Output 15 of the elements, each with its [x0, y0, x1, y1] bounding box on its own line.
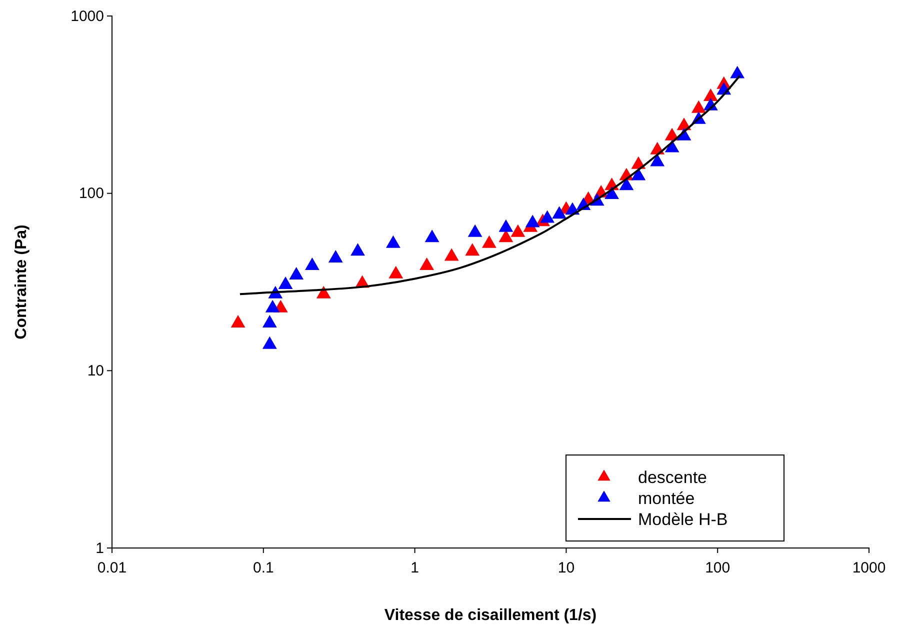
legend-label: descente — [638, 468, 707, 487]
legend-label: montée — [638, 489, 695, 508]
x-axis-title: Vitesse de cisaillement (1/s) — [384, 607, 597, 624]
y-tick-label: 10 — [87, 362, 104, 380]
x-tick-label: 100 — [705, 560, 730, 576]
x-tick-label: 0.01 — [97, 560, 127, 576]
legend-label: Modèle H-B — [638, 510, 728, 529]
y-tick-label: 1000 — [70, 8, 104, 25]
y-tick-label: 100 — [78, 185, 104, 202]
y-tick-label: 1 — [96, 540, 104, 557]
y-axis-title: Contrainte (Pa) — [13, 224, 30, 340]
x-tick-label: 10 — [558, 560, 575, 576]
x-tick-label: 1 — [410, 560, 419, 576]
x-tick-label: 0.1 — [252, 560, 274, 576]
x-tick-label: 1000 — [852, 560, 886, 576]
